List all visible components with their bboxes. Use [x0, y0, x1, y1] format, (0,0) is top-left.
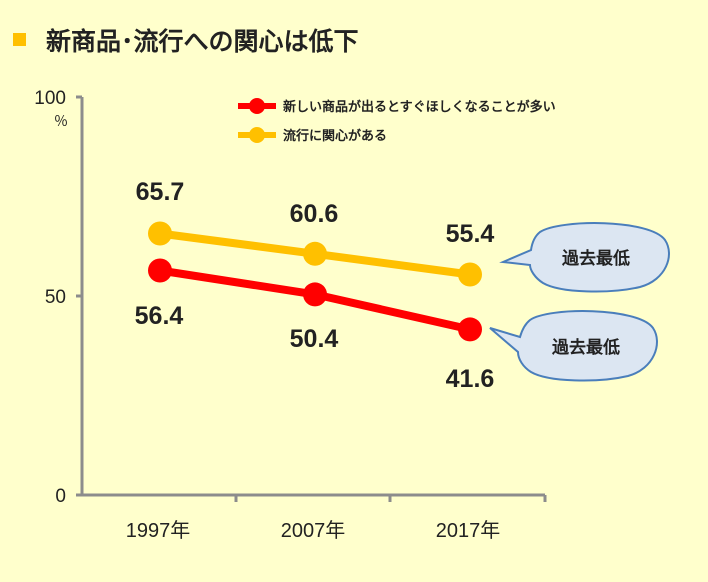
chart-title: 新商品･流行への関心は低下: [46, 27, 359, 56]
callout-text: 過去最低: [552, 337, 620, 358]
data-point-yellow-2017: [458, 262, 482, 287]
legend-marker-yellow: [249, 127, 265, 143]
x-tick-label-2007: 2007年: [281, 519, 346, 542]
callout-lower: 過去最低: [489, 310, 658, 382]
legend-marker-red: [249, 98, 265, 114]
data-label-red-1997: 56.4: [135, 302, 184, 330]
callout-bubble: [489, 310, 658, 382]
legend-label-red: 新しい商品が出るとすぐほしくなることが多い: [283, 99, 556, 115]
data-point-yellow-2007: [303, 241, 327, 266]
legend-label-yellow: 流行に関心がある: [283, 128, 387, 144]
y-unit-label: ％: [54, 113, 68, 129]
data-point-red-2017: [458, 317, 482, 342]
x-tick-label-1997: 1997年: [126, 519, 191, 542]
y-tick-label-0: 0: [55, 486, 66, 507]
data-point-red-2007: [303, 282, 327, 307]
data-point-red-1997: [148, 258, 172, 283]
data-label-yellow-2007: 60.6: [290, 200, 339, 228]
x-tick-label-2017: 2017年: [436, 519, 501, 542]
y-tick-label-50: 50: [45, 287, 66, 308]
data-label-red-2007: 50.4: [290, 325, 339, 353]
data-label-yellow-1997: 65.7: [136, 178, 185, 206]
callout-text: 過去最低: [562, 248, 630, 269]
y-tick-label-100: 100: [34, 88, 66, 109]
title-marker: [13, 33, 26, 46]
legend: 新しい商品が出るとすぐほしくなることが多い 流行に関心がある: [238, 98, 556, 144]
callout-upper: 過去最低: [499, 222, 670, 293]
data-point-yellow-1997: [148, 221, 172, 246]
callout-bubble: [499, 222, 670, 293]
data-label-yellow-2017: 55.4: [446, 220, 495, 248]
data-label-red-2017: 41.6: [446, 365, 495, 393]
